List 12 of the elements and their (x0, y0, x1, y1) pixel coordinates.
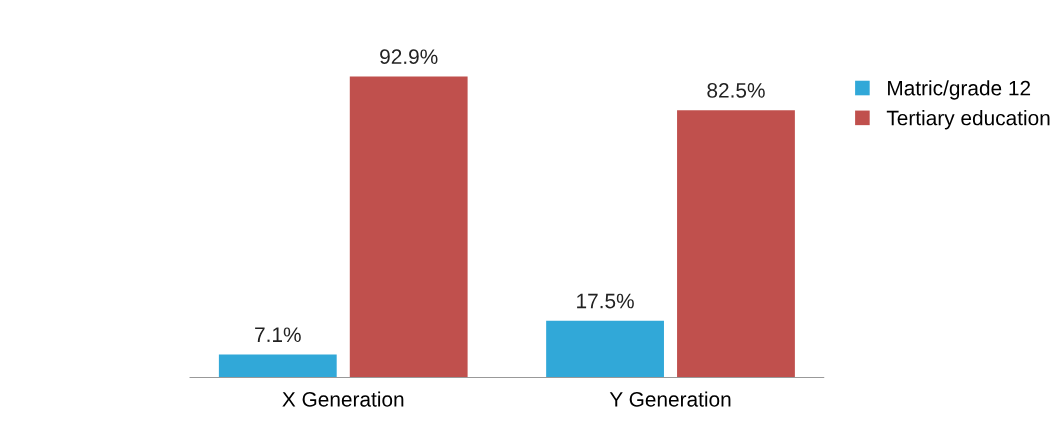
data-label: 82.5% (707, 83, 765, 98)
data-label: 17.5% (577, 293, 634, 309)
bar (677, 110, 795, 378)
bar (349, 76, 468, 378)
bar (546, 320, 664, 378)
legend-label: Tertiary education (886, 110, 1050, 130)
data-label: 92.9% (380, 49, 438, 65)
bar (218, 354, 337, 378)
x-tick-label: X Generation (282, 391, 404, 407)
legend-label: Matric/grade 12 (888, 80, 1031, 100)
x-tick-label: Y Generation (609, 391, 731, 407)
data-label: 7.1% (255, 327, 301, 342)
